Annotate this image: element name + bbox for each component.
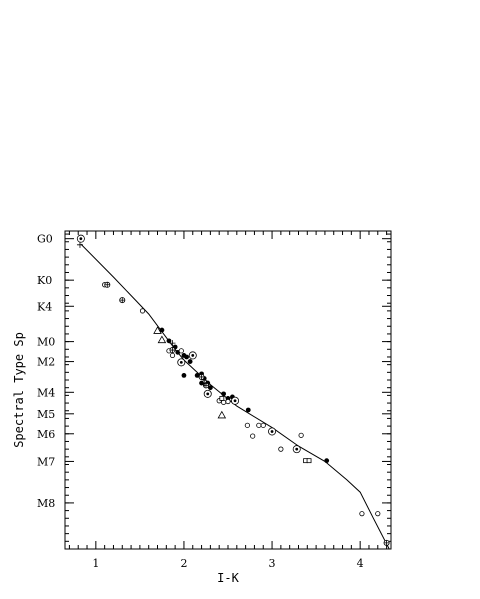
- data-point-circled-dot: [203, 389, 212, 398]
- data-point-circled-plus: [383, 539, 390, 546]
- x-tick-label: 3: [269, 557, 276, 570]
- data-point-circled-dot: [292, 445, 301, 454]
- data-point-filled-circle: [166, 338, 172, 344]
- data-point-circled-plus: [169, 347, 176, 354]
- data-point-open-triangle: [157, 335, 167, 344]
- data-point-filled-circle: [181, 373, 187, 378]
- y-tick-label: G0: [37, 233, 53, 246]
- y-tick-label: K4: [37, 300, 52, 313]
- plot-frame: [64, 230, 392, 550]
- y-tick-label: M8: [37, 497, 55, 510]
- data-point-circled-plus: [104, 281, 111, 288]
- axis-ticks: [65, 231, 391, 550]
- data-point-open-triangle: [217, 410, 227, 419]
- data-point-filled-circle: [184, 354, 189, 360]
- data-point-filled-circle: [194, 373, 200, 378]
- data-point-circled-dot: [231, 396, 240, 405]
- data-point-open-circle: [178, 348, 184, 354]
- y-tick-label: M5: [37, 408, 55, 421]
- data-point-filled-circle: [187, 359, 193, 364]
- data-point-circled-dot: [76, 234, 85, 243]
- data-point-filled-circle: [245, 407, 251, 413]
- axis-tick-labels: 1 2 3 4 G0 K0 K4 M0 M2 M4 M5 M6 M7 M8: [37, 233, 364, 570]
- y-tick-label: K0: [37, 274, 52, 287]
- y-tick-label: M4: [37, 386, 55, 399]
- data-point-open-triangle: [153, 326, 162, 334]
- y-tick-label: M0: [37, 336, 55, 349]
- data-point-open-circle: [244, 422, 250, 428]
- data-point-circled-dot: [268, 427, 277, 436]
- data-point-open-circle: [260, 422, 266, 428]
- data-points: [76, 234, 390, 546]
- data-point-plus: [201, 380, 208, 387]
- data-point-open-square: [306, 458, 312, 464]
- data-point-open-circle: [256, 422, 262, 428]
- data-point-open-circle: [169, 352, 176, 359]
- data-point-open-circle: [298, 432, 304, 438]
- data-point-circled-dot: [188, 351, 197, 360]
- x-axis-title: I-K: [217, 571, 239, 585]
- data-point-filled-circle: [324, 458, 330, 464]
- data-point-filled-circle: [221, 391, 226, 397]
- data-point-open-circle: [375, 511, 381, 517]
- y-axis-title: Spectral Type Sp: [12, 332, 26, 448]
- data-point-open-circle: [359, 511, 365, 517]
- y-tick-label: M7: [37, 455, 55, 468]
- data-point-open-circle: [225, 398, 231, 405]
- y-tick-label: M2: [37, 356, 55, 369]
- x-tick-label: 2: [180, 557, 187, 570]
- data-point-circled-plus: [198, 373, 205, 380]
- data-point-open-circle: [250, 433, 256, 439]
- data-point-circled-dot: [177, 358, 186, 367]
- data-point-filled-circle: [207, 385, 213, 391]
- data-point-open-circle: [139, 308, 146, 314]
- data-point-open-square: [219, 396, 225, 401]
- data-point-filled-circle: [199, 380, 204, 386]
- data-point-plus: [76, 241, 83, 248]
- fit-line: [80, 243, 390, 550]
- y-tick-label: M6: [37, 428, 55, 441]
- data-point-filled-circle: [159, 327, 165, 333]
- x-tick-label: 4: [357, 557, 364, 570]
- x-tick-label: 1: [92, 557, 99, 570]
- data-point-open-circle: [278, 446, 284, 452]
- data-point-circled-plus: [119, 297, 126, 304]
- data-point-plus: [169, 340, 176, 347]
